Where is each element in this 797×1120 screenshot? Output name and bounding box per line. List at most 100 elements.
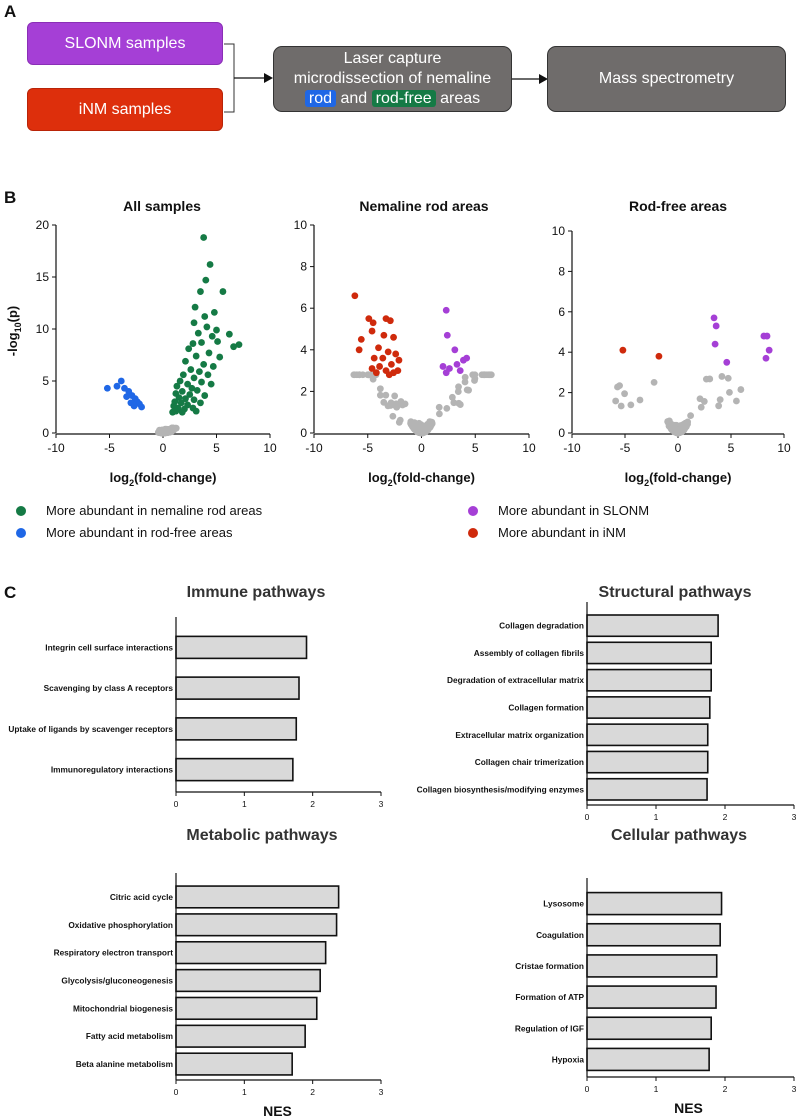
- bar-category-label: Collagen formation: [508, 703, 584, 713]
- volcano-point-gray: [718, 373, 726, 380]
- volcano-point-purple: [710, 314, 718, 322]
- volcano-point-red: [375, 344, 382, 352]
- volcano-point-gray: [435, 410, 443, 418]
- volcano-point-green: [202, 276, 210, 284]
- bar-category-label: Fatty acid metabolism: [86, 1031, 173, 1041]
- volcano-point-green: [169, 408, 177, 416]
- bar-x-tick-label: 1: [654, 812, 659, 822]
- volcano-point-gray: [382, 391, 390, 399]
- volcano-x-tick-label: 5: [728, 441, 735, 455]
- bar: [175, 635, 308, 660]
- volcano-title-2: Rod-free areas: [629, 198, 727, 214]
- volcano-x-tick-label: 0: [675, 441, 682, 455]
- volcano-point-green: [185, 345, 193, 353]
- volcano-y-tick-label: 0: [300, 426, 307, 440]
- volcano-point-gray: [412, 421, 420, 428]
- volcano-y-tick-label: 6: [300, 301, 307, 315]
- bar-category-label: Oxidative phosphorylation: [68, 920, 173, 930]
- volcano-point-red: [384, 348, 392, 356]
- volcano-point-gray: [737, 386, 745, 393]
- volcano-point-green: [206, 261, 214, 268]
- volcano-point-red: [370, 354, 378, 362]
- volcano-point-purple: [442, 369, 450, 377]
- volcano-point-green: [201, 392, 209, 399]
- volcano-point-gray: [617, 402, 625, 410]
- bar: [586, 614, 719, 638]
- volcano-point-green: [205, 349, 213, 357]
- volcano-point-purple: [456, 367, 464, 374]
- volcano-point-gray: [392, 400, 400, 408]
- volcano-y-tick-label: 2: [300, 384, 307, 398]
- panel-label-c: C: [4, 583, 17, 602]
- volcano-x-tick-label: 5: [472, 441, 479, 455]
- volcano-point-gray: [461, 373, 469, 381]
- bar: [586, 922, 721, 947]
- bar-category-label: Mitochondrial biogenesis: [73, 1003, 173, 1013]
- volcano-point-gray: [706, 375, 714, 383]
- bar: [586, 668, 712, 692]
- volcano-point-gray: [469, 371, 477, 379]
- bar-category-label: Assembly of collagen fibrils: [474, 648, 585, 658]
- slonm-samples-box: SLONM samples: [27, 22, 223, 65]
- volcano-point-green: [176, 377, 184, 385]
- bar-x-tick-label: 1: [242, 1087, 247, 1097]
- volcano-point-green: [219, 288, 227, 295]
- volcano-point-gray: [715, 402, 723, 410]
- volcano-point-gray: [395, 418, 403, 426]
- volcano-x-label-2: log2(fold-change): [625, 470, 732, 488]
- panel-label-a: A: [4, 2, 17, 21]
- volcano-point-gray: [471, 377, 478, 384]
- volcano-point-gray: [482, 371, 490, 379]
- bar-x-tick-label: 0: [585, 1084, 590, 1094]
- volcano-title-0: All samples: [123, 198, 201, 214]
- volcano-point-gray: [376, 385, 384, 393]
- bar: [175, 717, 298, 741]
- bar-x-tick-label: 0: [585, 812, 590, 822]
- volcano-point-gray: [696, 395, 704, 403]
- workflow-connector: [224, 43, 273, 113]
- volcano-point-red: [365, 315, 373, 322]
- volcano-point-green: [191, 303, 199, 311]
- volcano-point-purple: [765, 346, 773, 354]
- bar-category-label: Formation of ATP: [515, 992, 584, 1002]
- volcano-point-purple: [442, 306, 450, 314]
- bar: [586, 1047, 710, 1072]
- volcano-point-gray: [650, 378, 658, 386]
- volcano-x-tick-label: 5: [213, 441, 220, 455]
- volcano-point-purple: [453, 360, 461, 368]
- volcano-point-green: [190, 374, 198, 382]
- volcano-x-tick-label: -5: [620, 441, 631, 455]
- bar-x-tick-label: 3: [792, 1084, 797, 1094]
- arrow-head-icon: [264, 73, 273, 83]
- volcano-point-red: [369, 319, 377, 327]
- volcano-x-tick-label: -10: [47, 441, 65, 455]
- volcano-point-green: [175, 394, 183, 402]
- bar: [175, 940, 327, 965]
- volcano-point-gray: [450, 399, 458, 407]
- volcano-point-gray: [461, 378, 469, 386]
- areas-text: areas: [440, 90, 481, 107]
- volcano-point-green: [177, 399, 185, 407]
- bar: [175, 885, 340, 909]
- bar-category-label: Collagen biosynthesis/modifying enzymes: [417, 784, 585, 794]
- volcano-point-red: [380, 331, 388, 339]
- legend-blue-label: More abundant in rod-free areas: [46, 525, 233, 540]
- volcano-point-gray: [726, 389, 733, 396]
- volcano-y-tick-label: 0: [42, 426, 49, 440]
- volcano-x-tick-label: -5: [104, 441, 115, 455]
- volcano-point-green: [207, 380, 215, 388]
- bar: [586, 954, 718, 978]
- volcano-y-tick-label: 4: [300, 343, 307, 357]
- bar: [586, 985, 717, 1009]
- volcano-point-gray: [351, 371, 358, 379]
- volcano-point-gray: [697, 403, 705, 411]
- volcano-point-green: [198, 339, 205, 346]
- volcano-point-green: [190, 319, 198, 327]
- volcano-point-gray: [665, 419, 672, 427]
- rodfree-highlight: rod-free: [371, 90, 436, 107]
- volcano-y-tick-label: 8: [300, 260, 307, 274]
- volcano-point-green: [200, 234, 208, 241]
- bar: [175, 676, 300, 700]
- volcano-point-green: [195, 368, 203, 376]
- legend-purple-label: More abundant in SLONM: [498, 503, 650, 518]
